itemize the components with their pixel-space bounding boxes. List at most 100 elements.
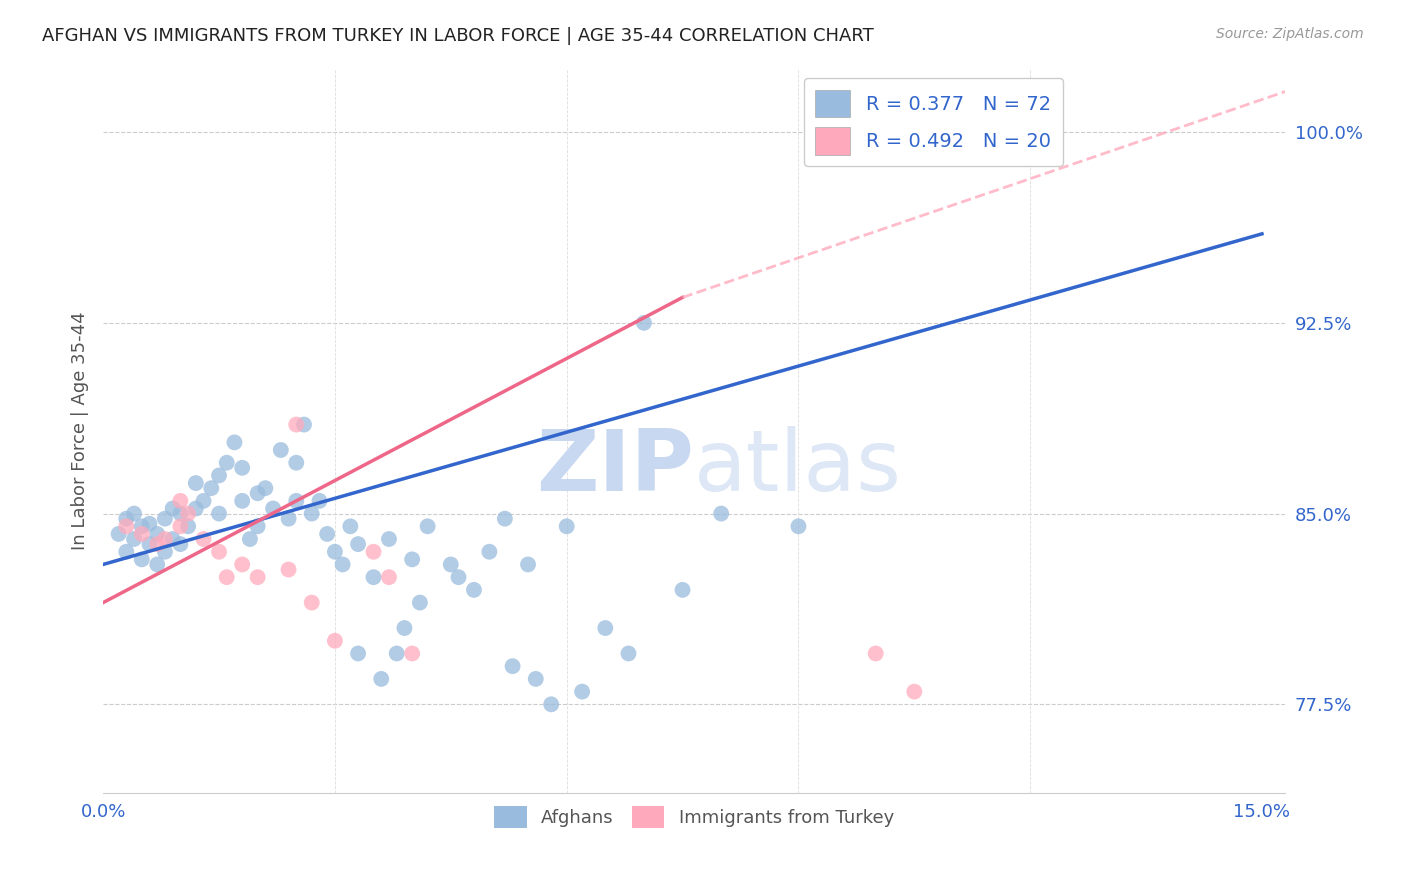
Point	[394, 621, 416, 635]
Point	[254, 481, 277, 495]
Legend: Afghans, Immigrants from Turkey: Afghans, Immigrants from Turkey	[486, 798, 901, 835]
Point	[865, 647, 887, 661]
Point	[115, 519, 138, 533]
Point	[162, 532, 184, 546]
Point	[162, 501, 184, 516]
Point	[401, 552, 423, 566]
Point	[277, 563, 299, 577]
Point	[633, 316, 655, 330]
Point	[292, 417, 315, 432]
Point	[370, 672, 392, 686]
Point	[478, 545, 501, 559]
Point	[193, 494, 215, 508]
Point	[115, 511, 138, 525]
Point	[339, 519, 361, 533]
Point	[301, 507, 323, 521]
Point	[617, 647, 640, 661]
Point	[378, 532, 401, 546]
Point	[440, 558, 463, 572]
Point	[347, 647, 370, 661]
Point	[131, 527, 153, 541]
Point	[131, 552, 153, 566]
Point	[301, 596, 323, 610]
Point	[146, 537, 169, 551]
Point	[787, 519, 810, 533]
Point	[153, 511, 176, 525]
Point	[153, 545, 176, 559]
Point	[409, 596, 432, 610]
Point	[571, 684, 593, 698]
Point	[401, 647, 423, 661]
Point	[246, 570, 269, 584]
Point	[169, 537, 191, 551]
Point	[849, 125, 872, 139]
Point	[555, 519, 578, 533]
Text: AFGHAN VS IMMIGRANTS FROM TURKEY IN LABOR FORCE | AGE 35-44 CORRELATION CHART: AFGHAN VS IMMIGRANTS FROM TURKEY IN LABO…	[42, 27, 875, 45]
Point	[208, 507, 231, 521]
Point	[308, 494, 330, 508]
Point	[177, 519, 200, 533]
Point	[285, 417, 308, 432]
Point	[146, 527, 169, 541]
Text: ZIP: ZIP	[537, 425, 695, 508]
Point	[146, 558, 169, 572]
Point	[169, 494, 191, 508]
Point	[208, 545, 231, 559]
Point	[710, 507, 733, 521]
Point	[184, 476, 207, 491]
Text: Source: ZipAtlas.com: Source: ZipAtlas.com	[1216, 27, 1364, 41]
Point	[231, 558, 253, 572]
Point	[138, 516, 160, 531]
Point	[193, 532, 215, 546]
Point	[122, 507, 145, 521]
Point	[224, 435, 246, 450]
Point	[285, 456, 308, 470]
Text: atlas: atlas	[695, 425, 903, 508]
Point	[215, 570, 238, 584]
Point	[903, 684, 925, 698]
Point	[385, 647, 408, 661]
Point	[595, 621, 617, 635]
Point	[463, 582, 485, 597]
Point	[540, 698, 562, 712]
Point	[524, 672, 547, 686]
Y-axis label: In Labor Force | Age 35-44: In Labor Force | Age 35-44	[72, 311, 89, 550]
Point	[447, 570, 470, 584]
Point	[285, 494, 308, 508]
Point	[502, 659, 524, 673]
Point	[231, 460, 253, 475]
Point	[215, 456, 238, 470]
Point	[169, 519, 191, 533]
Point	[416, 519, 439, 533]
Point	[323, 633, 346, 648]
Point	[107, 527, 129, 541]
Point	[208, 468, 231, 483]
Point	[115, 545, 138, 559]
Point	[177, 507, 200, 521]
Point	[323, 545, 346, 559]
Point	[153, 532, 176, 546]
Point	[332, 558, 354, 572]
Point	[262, 501, 284, 516]
Point	[270, 442, 292, 457]
Point	[200, 481, 222, 495]
Point	[246, 519, 269, 533]
Point	[316, 527, 339, 541]
Point	[363, 545, 385, 559]
Point	[122, 532, 145, 546]
Point	[671, 582, 693, 597]
Point	[957, 112, 980, 127]
Point	[378, 570, 401, 584]
Point	[494, 511, 516, 525]
Point	[239, 532, 262, 546]
Point	[184, 501, 207, 516]
Point	[277, 511, 299, 525]
Point	[246, 486, 269, 500]
Point	[138, 537, 160, 551]
Point	[363, 570, 385, 584]
Point	[231, 494, 253, 508]
Point	[131, 519, 153, 533]
Point	[169, 507, 191, 521]
Point	[347, 537, 370, 551]
Point	[517, 558, 540, 572]
